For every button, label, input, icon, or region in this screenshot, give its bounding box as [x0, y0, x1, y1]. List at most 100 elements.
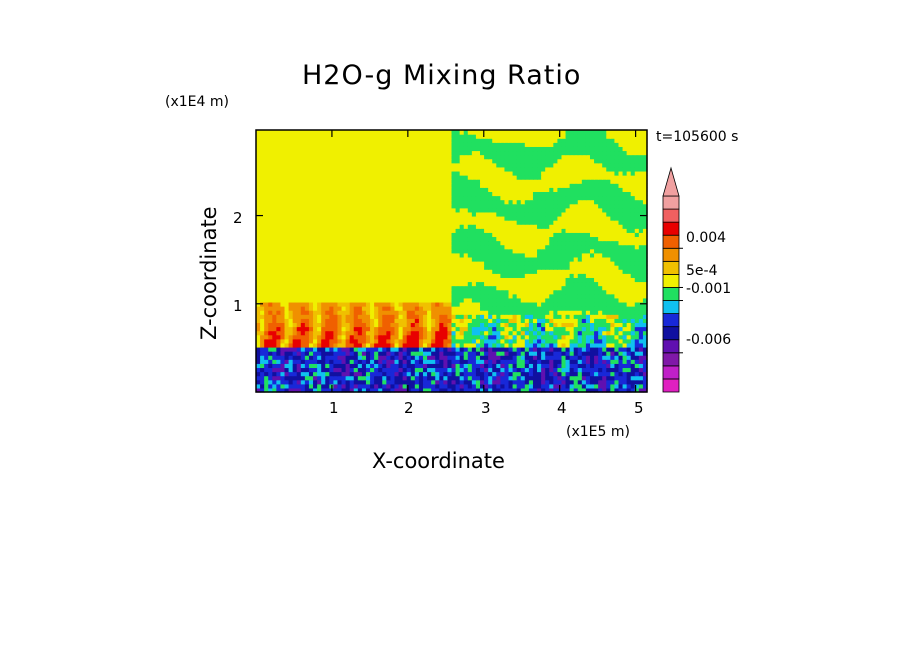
heatmap-cell [549, 359, 554, 364]
heatmap-cell [382, 256, 387, 262]
heatmap-cell [463, 187, 469, 192]
heatmap-cell [549, 265, 554, 270]
heatmap-cell [451, 203, 457, 209]
heatmap-cell [471, 224, 477, 229]
heatmap-cell [361, 355, 367, 360]
heatmap-cell [394, 375, 400, 381]
heatmap-cell [618, 281, 624, 287]
heatmap-cell [614, 228, 620, 233]
heatmap-cell [427, 207, 432, 213]
heatmap-cell [512, 191, 518, 197]
heatmap-cell [634, 314, 640, 319]
heatmap-cell [541, 228, 546, 233]
heatmap-cell [292, 355, 298, 360]
heatmap-cell [512, 195, 518, 201]
heatmap-cell [573, 183, 579, 188]
heatmap-cell [292, 183, 298, 188]
heatmap-cell [300, 387, 306, 393]
heatmap-cell [341, 203, 347, 209]
heatmap-cell [431, 195, 436, 201]
heatmap-cell [308, 261, 314, 266]
heatmap-cell [382, 240, 387, 246]
heatmap-cell [610, 191, 616, 197]
heatmap-cell [296, 195, 302, 201]
heatmap-cell [276, 211, 282, 217]
heatmap-cell [549, 277, 554, 283]
heatmap-cell [256, 355, 261, 360]
heatmap-cell [606, 359, 611, 364]
heatmap-cell [264, 338, 269, 344]
heatmap-cell [500, 281, 506, 287]
heatmap-cell [594, 367, 599, 373]
heatmap-cell [321, 297, 326, 303]
heatmap-cell [520, 367, 526, 373]
heatmap-cell [634, 236, 640, 242]
heatmap-cell [443, 207, 449, 213]
heatmap-cell [577, 346, 583, 352]
heatmap-cell [382, 355, 387, 360]
heatmap-cell [528, 318, 534, 323]
heatmap-cell [337, 355, 343, 360]
heatmap-cell [325, 346, 330, 352]
heatmap-cell [308, 248, 314, 254]
heatmap-cell [256, 293, 261, 299]
heatmap-cell [585, 248, 591, 254]
heatmap-cell [561, 326, 567, 332]
heatmap-cell [565, 387, 571, 393]
heatmap-cell [374, 252, 379, 258]
heatmap-cell [557, 179, 563, 184]
heatmap-cell [459, 236, 465, 242]
heatmap-cell [549, 289, 554, 295]
heatmap-cell [459, 211, 465, 217]
heatmap-cell [374, 342, 379, 348]
heatmap-cell [557, 224, 563, 229]
heatmap-cell [447, 387, 453, 393]
heatmap-cell [280, 183, 286, 188]
heatmap-cell [610, 273, 616, 278]
heatmap-cell [618, 195, 624, 201]
heatmap-cell [447, 252, 453, 258]
heatmap-cell [427, 346, 432, 352]
heatmap-cell [435, 314, 440, 319]
heatmap-cell [321, 269, 326, 274]
heatmap-cell [488, 203, 493, 209]
heatmap-cell [622, 318, 628, 323]
heatmap-cell [577, 322, 583, 328]
heatmap-cell [528, 330, 534, 336]
heatmap-cell [541, 367, 546, 373]
heatmap-cell [569, 261, 575, 266]
heatmap-cell [585, 269, 591, 274]
heatmap-cell [549, 211, 554, 217]
heatmap-cell [268, 379, 273, 385]
heatmap-cell [642, 334, 648, 340]
heatmap-cell [365, 179, 371, 184]
heatmap-cell [557, 334, 563, 340]
heatmap-cell [304, 244, 310, 250]
heatmap-cell [345, 346, 351, 352]
heatmap-cell [349, 224, 355, 229]
heatmap-cell [488, 322, 493, 328]
heatmap-cell [402, 387, 408, 393]
heatmap-cell [370, 199, 375, 205]
heatmap-cell [447, 277, 453, 283]
heatmap-cell [386, 342, 391, 348]
heatmap-cell [594, 338, 599, 344]
heatmap-cell [349, 359, 355, 364]
heatmap-cell [585, 236, 591, 242]
heatmap-cell [508, 215, 514, 221]
heatmap-cell [455, 277, 461, 283]
heatmap-cell [431, 232, 436, 238]
heatmap-cell [622, 285, 628, 291]
heatmap-cell [532, 355, 538, 360]
heatmap-cell [475, 346, 481, 352]
heatmap-cell [577, 310, 583, 315]
heatmap-cell [300, 379, 306, 385]
heatmap-cell [545, 199, 550, 205]
heatmap-cell [480, 314, 485, 319]
heatmap-cell [610, 199, 616, 205]
heatmap-cell [361, 211, 367, 217]
heatmap-cell [480, 252, 485, 258]
heatmap-cell [357, 346, 363, 352]
heatmap-cell [504, 187, 510, 192]
heatmap-cell [422, 273, 428, 278]
